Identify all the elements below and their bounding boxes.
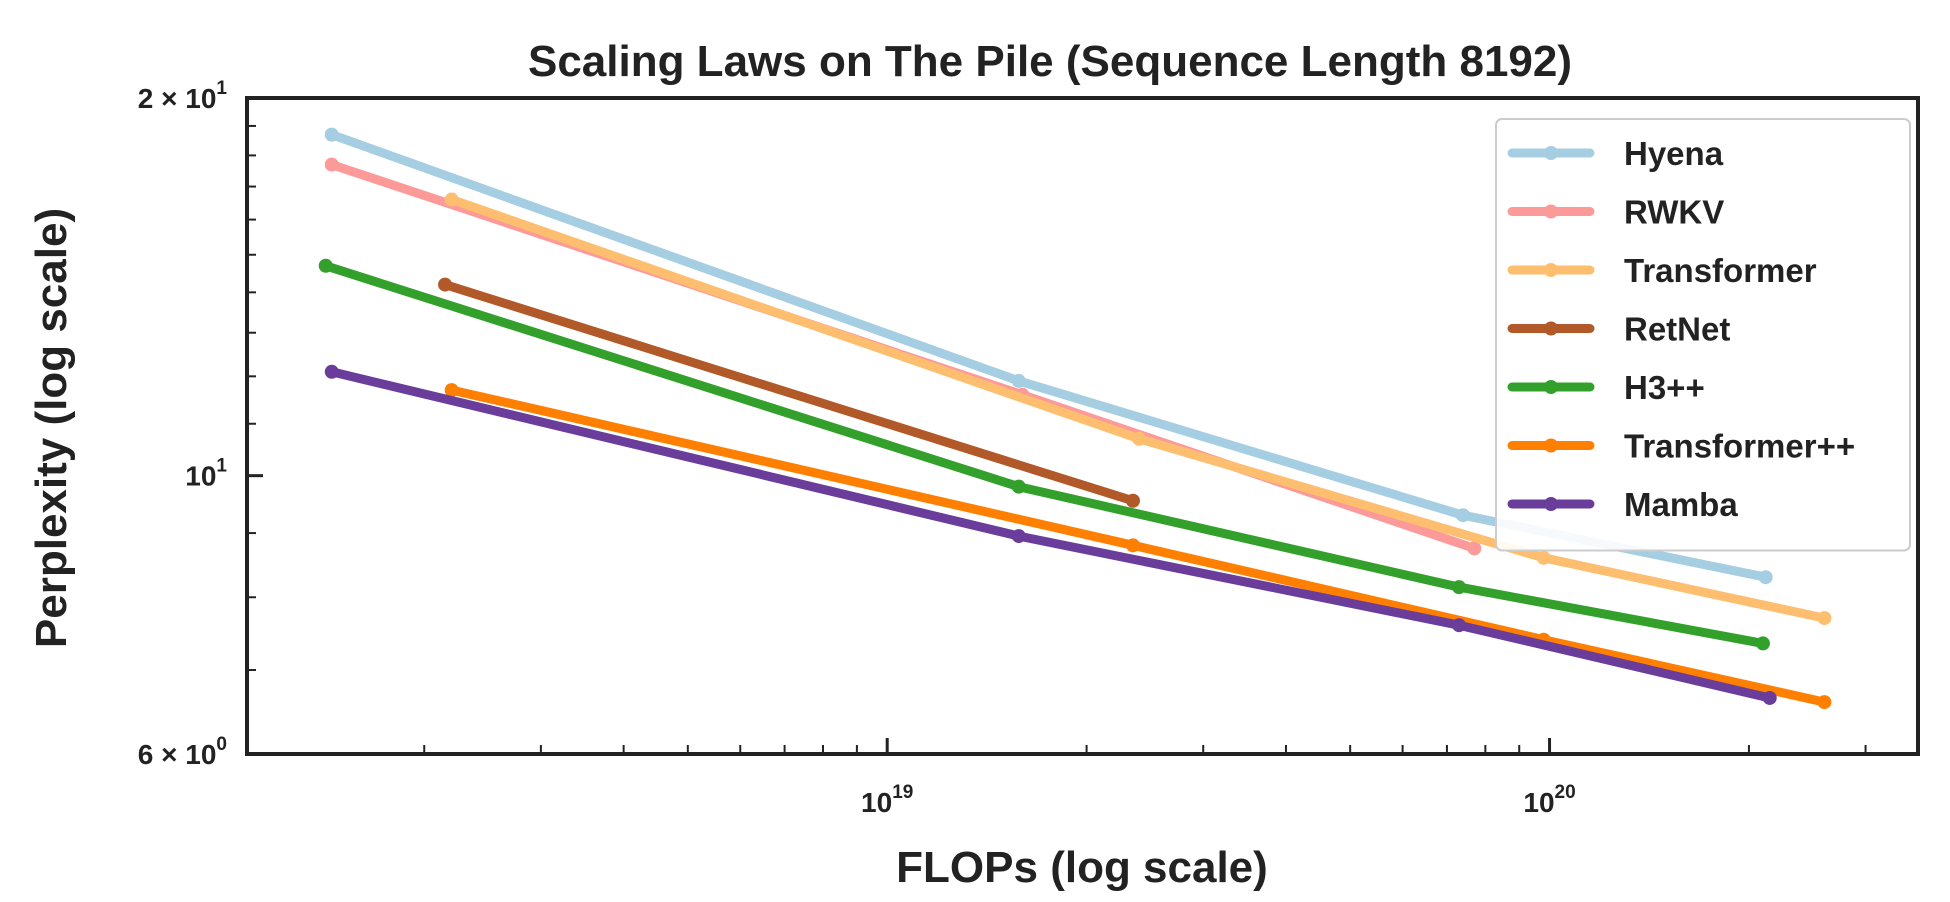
legend-marker <box>1544 438 1558 453</box>
series-mamba <box>324 364 1777 705</box>
data-point-transformer <box>1817 611 1832 626</box>
legend-marker <box>1544 204 1558 219</box>
y-tick-label: 2 × 101 <box>138 78 228 114</box>
data-point-h3pp <box>1755 636 1770 651</box>
legend-item-retnet: RetNet <box>1507 311 1730 348</box>
legend-marker <box>1544 146 1558 160</box>
x-axis-label: FLOPs (log scale) <box>896 843 1268 892</box>
y-tick-label: 6 × 100 <box>138 734 227 770</box>
legend-marker <box>1544 263 1558 277</box>
data-point-transformer <box>1132 431 1147 446</box>
data-point-hyena <box>1758 570 1773 585</box>
data-point-transformer <box>444 192 459 207</box>
data-point-mamba <box>1011 529 1026 544</box>
data-point-rwkv <box>1467 541 1482 556</box>
legend-marker <box>1544 380 1558 394</box>
legend-item-transformerpp: Transformer++ <box>1507 428 1855 465</box>
y-tick-label: 101 <box>185 456 227 492</box>
data-point-transformer <box>1536 550 1551 565</box>
x-axis-ticks: 1019 1020 <box>423 738 1867 818</box>
legend-item-rwkv: RWKV <box>1507 194 1724 231</box>
legend-label: Mamba <box>1624 486 1738 523</box>
legend-label: H3++ <box>1624 369 1705 406</box>
y-axis-ticks: 2 × 101 101 6 × 100 <box>138 78 263 770</box>
data-point-mamba <box>1452 618 1467 633</box>
legend-label: Transformer++ <box>1624 428 1855 465</box>
legend-item-h3pp: H3++ <box>1507 369 1705 406</box>
data-point-h3pp <box>318 258 333 273</box>
plot-frame <box>245 96 1920 756</box>
series-transformer <box>444 192 1832 626</box>
data-point-h3pp <box>1452 580 1467 595</box>
data-point-transformerpp <box>1817 695 1832 710</box>
data-point-h3pp <box>1011 479 1026 494</box>
data-point-retnet <box>1125 493 1140 508</box>
series-line-transformer <box>447 195 1829 623</box>
legend-item-hyena: Hyena <box>1507 135 1724 172</box>
data-point-hyena <box>324 127 339 142</box>
series-line-h3pp <box>321 261 1768 648</box>
data-point-mamba <box>1762 690 1777 705</box>
legend-item-mamba: Mamba <box>1507 486 1738 523</box>
data-point-transformerpp <box>444 383 459 398</box>
data-point-hyena <box>1455 508 1470 523</box>
series-line-retnet <box>440 280 1138 506</box>
legend-label: Hyena <box>1624 135 1724 172</box>
series-transformerpp <box>444 383 1832 710</box>
series-retnet <box>438 277 1140 508</box>
legend-box <box>1495 118 1911 552</box>
y-axis-label: Perplexity (log scale) <box>27 208 76 648</box>
data-point-mamba <box>324 364 339 379</box>
series-line-mamba <box>327 367 1775 703</box>
data-point-hyena <box>1011 373 1026 388</box>
legend-label: RetNet <box>1624 311 1730 348</box>
chart-title: Scaling Laws on The Pile (Sequence Lengt… <box>528 37 1572 86</box>
series-h3pp <box>318 258 1770 651</box>
data-point-retnet <box>438 277 453 292</box>
legend-label: Transformer <box>1624 252 1817 289</box>
legend-label: RWKV <box>1624 194 1724 231</box>
legend-marker <box>1544 321 1558 336</box>
legend-marker <box>1544 497 1558 511</box>
x-tick-label: 1019 <box>861 782 913 818</box>
legend: Hyena RWKV Transformer RetNet H3++ Transforme… <box>1495 118 1911 552</box>
data-point-transformerpp <box>1125 538 1140 553</box>
series-line-transformerpp <box>447 385 1829 707</box>
legend-item-transformer: Transformer <box>1507 252 1817 289</box>
data-point-rwkv <box>324 157 339 172</box>
x-tick-label: 1020 <box>1523 782 1575 818</box>
